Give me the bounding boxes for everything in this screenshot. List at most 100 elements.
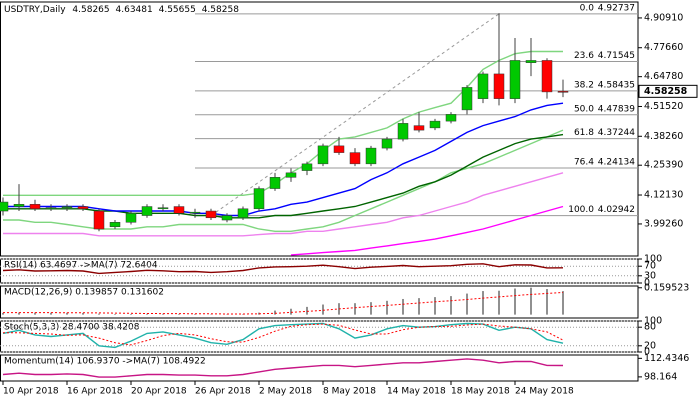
indicator-line [2, 263, 564, 275]
candle-body [109, 222, 121, 228]
candle-body [429, 120, 441, 129]
candle-body [93, 210, 105, 230]
x-tick-label: 24 May 2018 [515, 387, 574, 397]
y-tick-label: 70 [644, 261, 656, 272]
histogram-bar [162, 313, 164, 315]
fib-level: 0.0 [580, 3, 595, 13]
y-tick-label: 3.99260 [644, 218, 683, 229]
histogram-bar [530, 287, 532, 315]
histogram-bar [114, 313, 116, 315]
candle-body [253, 188, 265, 210]
indicator-line [2, 322, 564, 349]
y-tick-label: 4.12130 [644, 190, 683, 201]
indicator-line [3, 133, 564, 219]
fib-level: 61.8 [574, 128, 594, 138]
indicator-line [3, 172, 564, 237]
y-tick-label: 4.64780 [644, 71, 683, 82]
candle-body [237, 208, 249, 219]
y-tick-label: 80 [644, 322, 656, 333]
candle-body [13, 204, 25, 207]
histogram-bar [146, 313, 148, 315]
fib-value: 4.71545 [598, 51, 635, 61]
candle-body [365, 147, 377, 165]
histogram-bar [82, 312, 84, 315]
candle-body [173, 206, 185, 214]
x-tick-label: 16 Apr 2018 [67, 387, 123, 397]
y-tick-label: 100 [644, 254, 662, 265]
histogram-bar [322, 304, 324, 315]
candle-body [141, 206, 153, 216]
open-value: 4.58265 [72, 5, 109, 15]
y-tick-label: 4.51520 [644, 101, 683, 112]
y-tick-label: 100 [644, 316, 662, 327]
panel-frame [0, 354, 639, 382]
indicator-line [2, 358, 564, 378]
fib-value: 4.58435 [598, 80, 635, 90]
candle-body [397, 123, 409, 140]
fib-level: 38.2 [574, 80, 594, 90]
candle-body [45, 207, 57, 210]
panel-frame [0, 285, 639, 319]
panel-title: Stoch(5,3,3) 28.4700 38.4208 [4, 323, 140, 333]
panel-frame [0, 1, 639, 257]
histogram-bar [98, 313, 100, 315]
fib-value: 4.24134 [598, 158, 635, 168]
x-tick-label: 10 Apr 2018 [3, 387, 59, 397]
fib-value: 4.37244 [598, 128, 635, 138]
histogram-bar [34, 312, 36, 315]
histogram-bar [354, 303, 356, 315]
y-tick-label: 30 [644, 270, 656, 281]
candle-body [269, 177, 281, 189]
histogram-bar [66, 312, 68, 315]
fib-value: 4.02942 [598, 205, 635, 215]
indicator-line [3, 323, 564, 346]
candle-body [509, 60, 521, 99]
histogram-bar [482, 291, 484, 315]
y-tick-label: 0 [644, 278, 650, 289]
panel-title: RSI(14) 63.4697 ->MA(7) 72.6404 [4, 261, 158, 271]
candle-body [333, 145, 345, 153]
candle-body [125, 213, 137, 223]
y-tick-label: 4.90910 [644, 12, 683, 23]
fib-level: 23.6 [574, 51, 594, 61]
y-tick-label: 4.77660 [644, 42, 683, 53]
candle-body [29, 204, 41, 210]
y-tick-label: 4.38260 [644, 131, 683, 142]
indicator-line [290, 205, 564, 256]
candle-body [525, 60, 537, 63]
histogram-bar [546, 289, 548, 315]
y-tick-label: 0.159523 [644, 282, 689, 293]
y-tick-label: 20 [644, 340, 656, 351]
x-tick-label: 18 May 2018 [451, 387, 510, 397]
histogram-bar [178, 313, 180, 315]
candle-body [61, 206, 73, 208]
header: USDTRY,Daily 4.58265 4.63481 4.55655 4.5… [4, 5, 239, 15]
symbol: USDTRY,Daily [4, 5, 66, 15]
histogram-bar [130, 313, 132, 315]
histogram-bar [418, 298, 420, 315]
y-tick-label: 4.25390 [644, 160, 683, 171]
low-value: 4.55655 [159, 5, 196, 15]
candle-body [477, 73, 489, 99]
y-tick-label: 0 [644, 347, 650, 358]
histogram-bar [434, 297, 436, 315]
current-price: 4.58258 [644, 86, 688, 97]
indicator-line [3, 292, 564, 315]
x-tick-label: 8 May 2018 [323, 387, 376, 397]
candle-body [77, 206, 89, 210]
histogram-bar [514, 288, 516, 315]
histogram-bar [562, 291, 564, 315]
x-tick-label: 20 Apr 2018 [131, 387, 187, 397]
candle-body [221, 215, 233, 221]
candle-body [493, 73, 505, 99]
price-box [638, 84, 698, 98]
candle-body [285, 172, 297, 178]
histogram-bar [450, 296, 452, 315]
histogram-bar [50, 312, 52, 315]
fib-value: 4.47839 [598, 104, 635, 114]
candle-body [461, 87, 473, 111]
candle-body [0, 201, 9, 212]
histogram-bar [386, 300, 388, 315]
